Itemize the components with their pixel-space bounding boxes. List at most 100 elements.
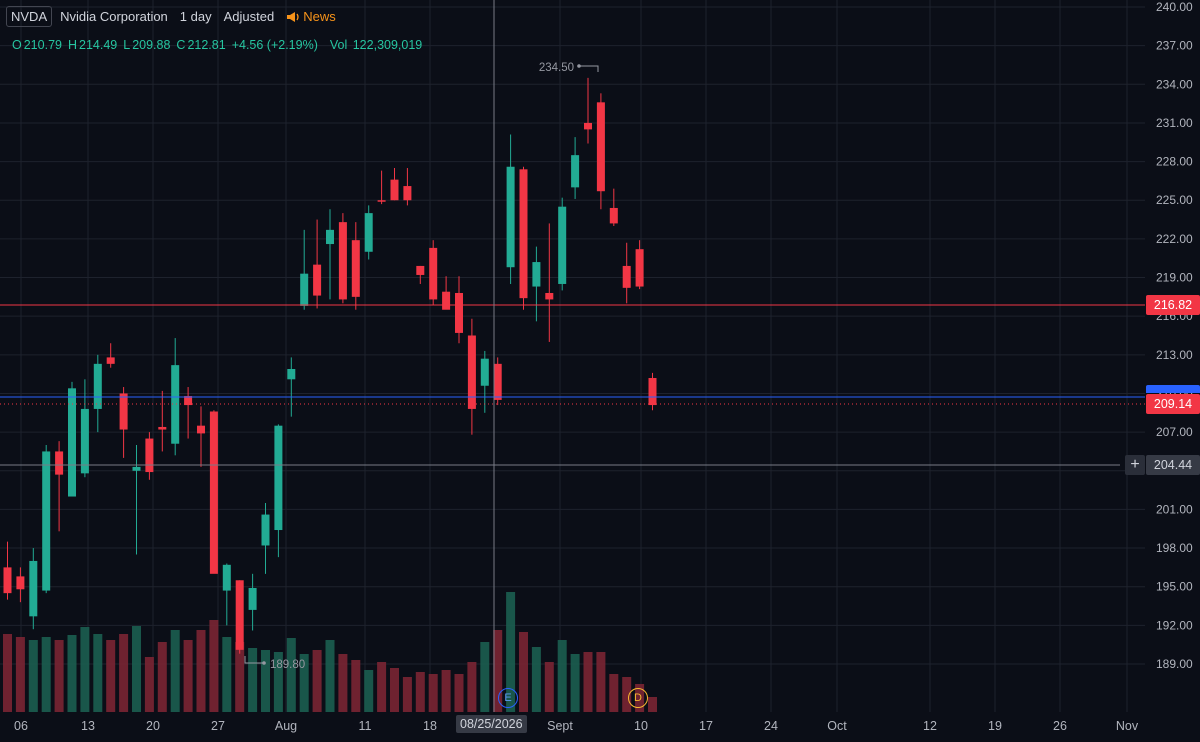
candle-body (403, 186, 412, 201)
volume-bar (531, 647, 541, 712)
volume-bar (609, 674, 619, 712)
volume-bar (351, 660, 361, 712)
candle (209, 410, 218, 574)
candle (106, 343, 115, 368)
candle (532, 246, 541, 322)
volume-bar (428, 674, 438, 712)
candle (248, 573, 257, 631)
candle-body (68, 388, 76, 497)
volume-bar (596, 652, 606, 712)
candle (338, 213, 347, 304)
candle-body (16, 576, 25, 590)
candle (287, 357, 296, 417)
volume-bar (570, 654, 580, 712)
blue-line-tab (1146, 385, 1200, 393)
x-tick-label: 06 (14, 719, 28, 733)
candle (261, 502, 270, 574)
x-tick-label: 11 (359, 719, 372, 733)
volume-bar (132, 626, 141, 712)
candle-body (93, 363, 102, 409)
dividend-marker[interactable]: D (628, 688, 648, 708)
candle-body (416, 265, 425, 275)
candle (480, 350, 489, 413)
volume-bar (648, 697, 657, 712)
volume-bar (454, 674, 464, 712)
interval-chip[interactable]: 1 day (179, 9, 212, 24)
close-label: C (176, 38, 186, 52)
candle-body (558, 206, 567, 284)
volume-bar (41, 637, 51, 712)
candle-body (429, 247, 438, 300)
candle-body (351, 240, 360, 297)
volume-bar (3, 634, 12, 712)
add-alert-plus-button[interactable]: + (1125, 455, 1145, 475)
candle-body (467, 335, 476, 409)
volume-bar (106, 640, 116, 712)
candle-body (635, 249, 644, 287)
candle-body (493, 363, 502, 400)
open-value: 210.79 (23, 38, 62, 52)
volume-bar (467, 662, 477, 712)
x-tick-label: 24 (764, 719, 778, 733)
y-tick-label: 222.00 (1156, 232, 1193, 246)
y-tick-label: 192.00 (1156, 618, 1193, 632)
symbol-chip[interactable]: NVDA (6, 6, 53, 27)
candle-body (3, 567, 12, 594)
candle-body (300, 273, 309, 306)
candle-body (364, 213, 373, 252)
volume-bar (261, 650, 270, 712)
candle-body (184, 396, 193, 406)
candle (403, 168, 412, 206)
volume-bar (209, 620, 219, 712)
adjustment-chip[interactable]: Adjusted (223, 9, 275, 24)
y-tick-label: 195.00 (1156, 580, 1193, 594)
candle (442, 276, 451, 310)
x-tick-label: Nov (1116, 719, 1139, 733)
x-tick-label: 10 (634, 719, 648, 733)
y-tick-label: 231.00 (1156, 116, 1193, 130)
candle-body (609, 207, 618, 224)
candle-body (455, 292, 463, 333)
volume-label: Vol (329, 38, 348, 52)
x-tick-label: 13 (81, 719, 95, 733)
candle (364, 205, 373, 260)
candle-body (274, 425, 283, 531)
candle (622, 242, 631, 304)
megaphone-icon (287, 11, 299, 22)
x-tick-label: 19 (988, 719, 1002, 733)
candle (455, 276, 463, 344)
candle-body (106, 357, 115, 364)
candle (558, 197, 567, 291)
change-value: +4.56 (+2.19%) (231, 38, 318, 52)
candle-body (532, 262, 541, 287)
x-tick-label: 18 (423, 719, 437, 733)
candle-body (622, 265, 631, 288)
candle (80, 379, 89, 478)
candle (42, 445, 51, 594)
candle (506, 134, 515, 284)
candle-body (261, 514, 270, 546)
candle-body (29, 560, 38, 617)
crosshair-price-label: 204.44 (1146, 455, 1200, 475)
candle (158, 390, 167, 452)
candle (351, 222, 360, 310)
news-button[interactable]: News (282, 7, 340, 26)
volume-bar (390, 668, 399, 712)
candle-body (197, 425, 205, 434)
candle-body (313, 264, 322, 296)
candle (235, 580, 244, 654)
volume-bar (364, 670, 374, 712)
open-label: O (12, 38, 22, 52)
volume-bar (248, 648, 258, 712)
candle-body (42, 451, 51, 591)
candle (429, 240, 438, 305)
candle (132, 445, 141, 555)
ohlc-readout: O 210.79 H 214.49 L 209.88 C 212.81 +4.56 (+… (12, 38, 422, 52)
high-value: 214.49 (79, 38, 118, 52)
company-name[interactable]: Nvidia Corporation (60, 9, 168, 24)
candle-body (648, 378, 657, 406)
volume-bar (493, 630, 503, 712)
candle-body (55, 451, 64, 475)
earnings-marker[interactable]: E (498, 688, 518, 708)
